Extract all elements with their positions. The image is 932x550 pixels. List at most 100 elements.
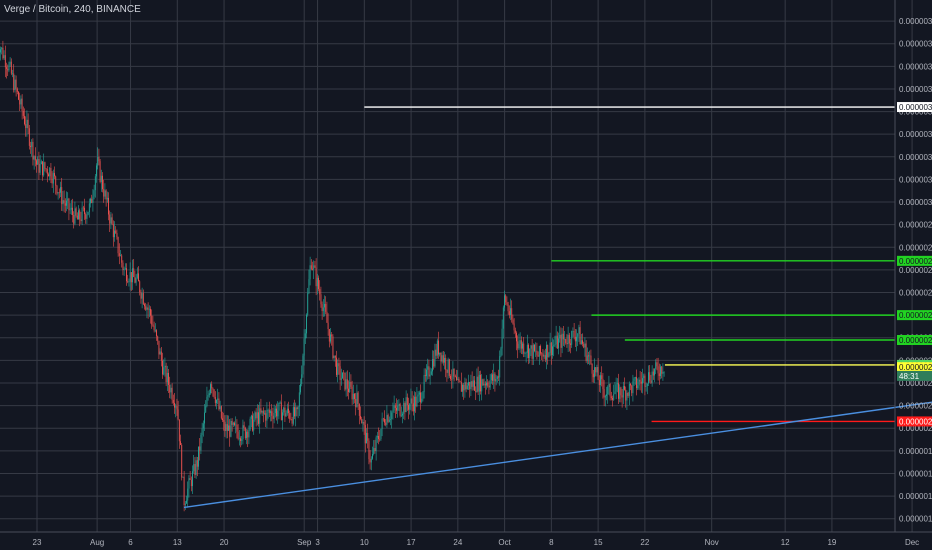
candle-body (189, 478, 191, 480)
candle-body (81, 207, 83, 222)
candle-body (571, 331, 573, 345)
candle-body (106, 197, 108, 200)
candle-body (451, 378, 453, 380)
candle-body (439, 352, 441, 355)
candle-body (312, 268, 313, 270)
candle-body (594, 367, 595, 378)
candle-body (219, 406, 221, 410)
x-tick-label: Dec (905, 538, 919, 547)
candle-body (339, 366, 341, 380)
candle-body (417, 394, 419, 397)
candle-body (420, 392, 421, 403)
candle-body (428, 366, 430, 377)
candle-body (51, 178, 53, 184)
candle-body (452, 368, 454, 380)
candle-body (532, 345, 534, 359)
y-tick-label: 0.00000360 (899, 62, 932, 71)
candle-body (182, 476, 184, 478)
trend-line[interactable] (183, 397, 932, 509)
candle-body (610, 396, 612, 399)
candle-body (346, 379, 348, 389)
candle-body (562, 333, 564, 340)
candle-body (510, 308, 511, 315)
candle-body (307, 293, 309, 315)
candle-body (385, 422, 387, 425)
candle-body (68, 198, 70, 211)
candle-body (318, 277, 319, 290)
candle-body (244, 427, 246, 439)
candle-body (315, 267, 317, 287)
candle-body (170, 387, 172, 393)
candle-body (302, 355, 304, 375)
candle-body (128, 281, 130, 283)
candle-body (457, 378, 459, 380)
candle-body (480, 374, 481, 392)
candle-body (471, 381, 473, 387)
price-axis[interactable]: 0.00000380 0.00000370 0.00000360 0.00000350… (899, 17, 932, 524)
candle-body (366, 432, 367, 444)
candle-body (554, 344, 556, 346)
candle-body (139, 281, 141, 293)
candle-body (0, 49, 1, 53)
candle-body (660, 366, 661, 376)
candle-body (603, 389, 605, 398)
candle-body (168, 372, 169, 385)
candle-body (44, 162, 46, 169)
candle-body (555, 335, 557, 345)
candle-body (118, 253, 120, 256)
candle-body (547, 344, 549, 358)
candle-body (63, 200, 65, 204)
x-tick-label: 15 (594, 538, 603, 547)
candle-body (567, 334, 569, 345)
x-tick-label: 24 (453, 538, 462, 547)
candle-body (265, 413, 267, 421)
candle-body (426, 369, 427, 377)
candle-body (492, 374, 493, 381)
candle-body (296, 407, 298, 410)
candle-body (550, 342, 552, 356)
candle-body (212, 388, 214, 390)
candle-body (321, 304, 323, 312)
price-tag-bg (897, 255, 932, 266)
x-tick-label: Oct (498, 538, 511, 547)
candle-body (576, 336, 577, 342)
candle-body (105, 190, 107, 200)
candle-body (589, 355, 591, 357)
candle-body (600, 375, 601, 386)
candle-body (444, 357, 445, 363)
candle-body (85, 214, 87, 219)
candle-body (8, 64, 10, 71)
candle-body (135, 277, 137, 283)
drawing-layer[interactable] (183, 106, 932, 509)
candle-body (256, 412, 258, 419)
candle-body (654, 368, 655, 376)
candle-body (88, 203, 90, 212)
y-tick-label: 0.00000260 (899, 289, 932, 298)
candle-body (64, 203, 66, 206)
candle-body (248, 429, 250, 438)
candle-body (415, 396, 417, 407)
candle-body (615, 384, 617, 392)
candle-body (531, 345, 533, 359)
candle-body (463, 384, 465, 391)
candle-body (580, 340, 582, 345)
candle-body (186, 500, 187, 504)
candle-body (36, 160, 37, 165)
candle-body (319, 289, 321, 295)
time-axis[interactable]: 23Aug61320Sep3101724Oct81522Nov1219Dec10 (33, 538, 932, 547)
candle-body (200, 434, 202, 451)
candle-body (361, 418, 363, 424)
candle-body (636, 377, 637, 389)
candle-body (345, 379, 347, 390)
candle-body (27, 119, 29, 129)
candle-body (192, 471, 193, 487)
candle-body (172, 399, 174, 403)
candle-body (608, 384, 610, 387)
candle-body (402, 413, 403, 416)
candle-body (157, 336, 159, 341)
symbol-title[interactable]: Verge / Bitcoin, 240, BINANCE (4, 4, 141, 15)
candle-body (393, 405, 395, 411)
candle-body (55, 176, 57, 186)
candle-body (378, 435, 379, 440)
